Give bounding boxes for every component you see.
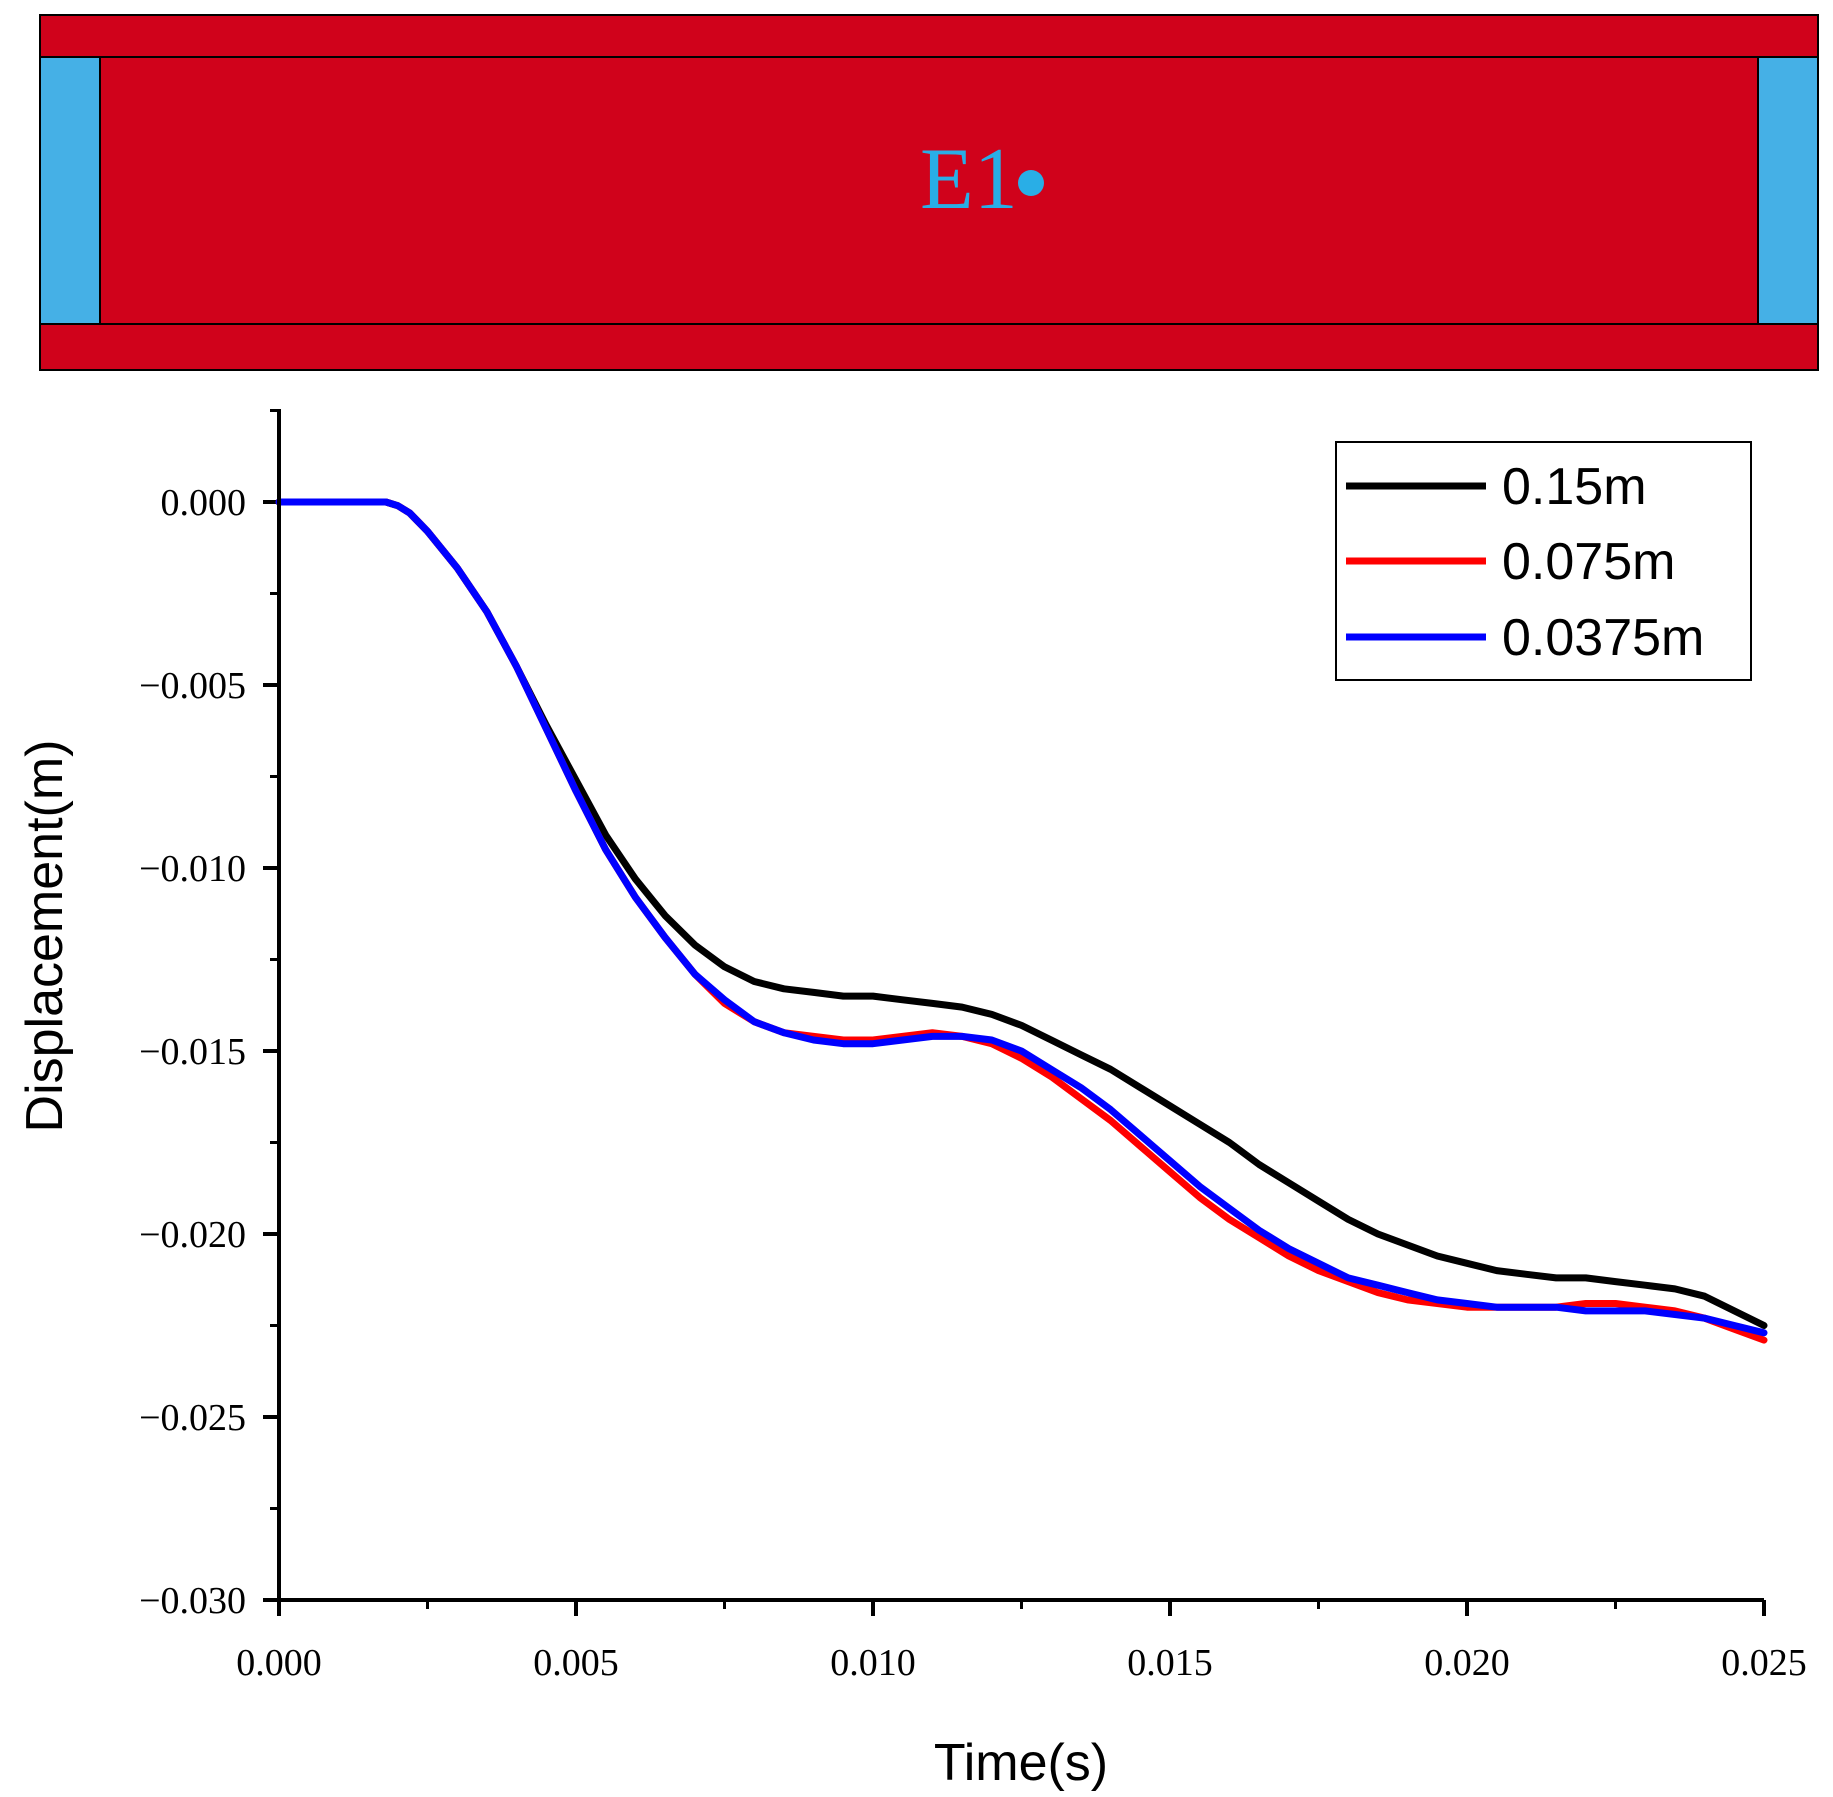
y-tick-label: −0.010 [139,848,246,890]
bottom-strip [39,323,1819,371]
marker-label: E1 [920,131,1018,228]
legend-label: 0.15m [1502,458,1647,516]
x-tick-label: 0.015 [1127,1642,1213,1684]
model-diagram: E1 [39,14,1819,371]
legend-label: 0.0375m [1502,609,1704,667]
y-tick-label: −0.030 [139,1580,246,1622]
left-end-block [39,56,101,325]
main-body [39,56,1819,325]
measurement-point-marker [1018,170,1044,196]
y-tick-label: −0.015 [139,1031,246,1073]
axes-group [277,409,1764,1602]
y-axis-title: Displacement(m) [16,740,74,1133]
x-tick-label: 0.010 [830,1642,916,1684]
x-tick-label: 0.005 [533,1642,619,1684]
top-strip [39,14,1819,58]
right-end-block [1757,56,1819,325]
y-tick-label: −0.005 [139,665,246,707]
y-tick-label: 0.000 [161,482,247,524]
series-group [275,498,1768,1344]
legend: 0.15m 0.075m 0.0375m [1335,441,1752,681]
x-axis-title: Time(s) [934,1734,1108,1792]
labels-group: 0.000 0.005 0.010 0.015 0.020 0.025 0.000 −0.00… [139,482,1807,1684]
legend-label: 0.075m [1502,533,1675,591]
x-tick-label: 0.020 [1424,1642,1510,1684]
y-tick-label: −0.025 [139,1397,246,1439]
displacement-chart: 0.000 0.005 0.010 0.015 0.020 0.025 0.000 −0.00… [16,409,1807,1792]
y-tick-label: −0.020 [139,1214,246,1256]
x-tick-label: 0.025 [1721,1642,1807,1684]
x-tick-label: 0.000 [236,1642,322,1684]
series-line-0.0375m [275,498,1768,1337]
